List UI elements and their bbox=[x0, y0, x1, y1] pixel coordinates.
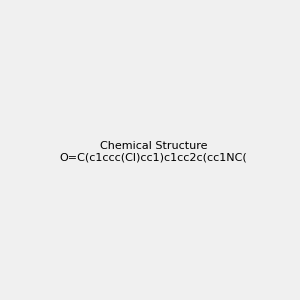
Text: Chemical Structure
O=C(c1ccc(Cl)cc1)c1cc2c(cc1NC(: Chemical Structure O=C(c1ccc(Cl)cc1)c1cc… bbox=[60, 141, 248, 162]
